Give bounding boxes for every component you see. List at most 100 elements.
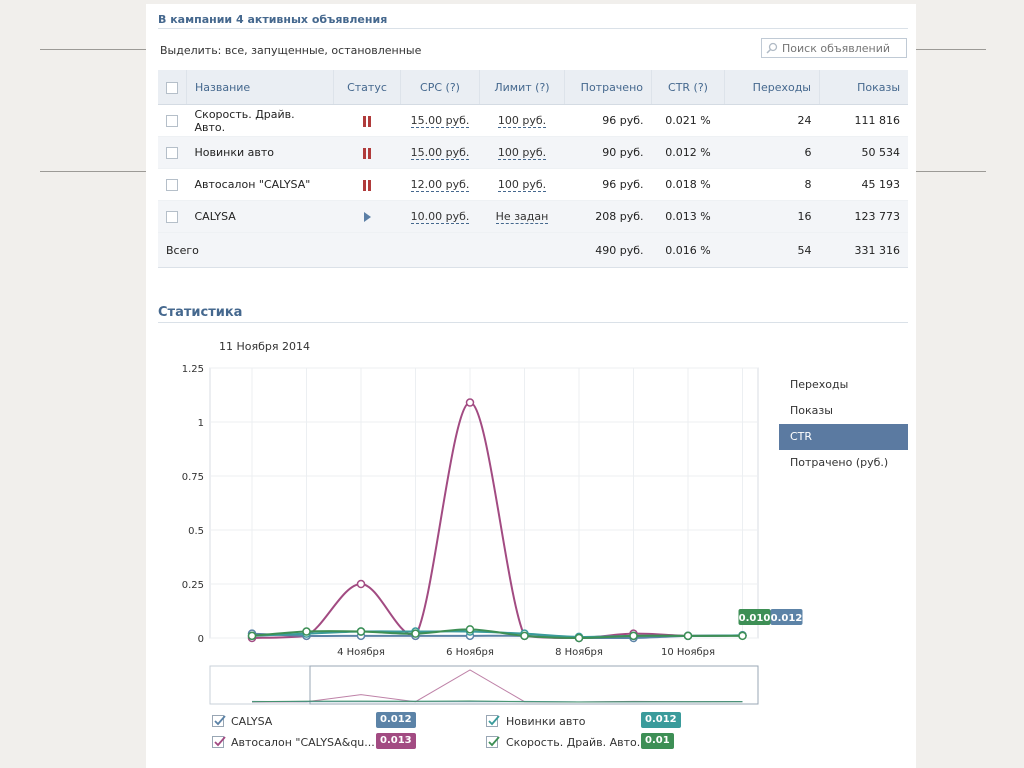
ad-name[interactable]: Автосалон "CALYSA" (186, 168, 334, 201)
divider (158, 28, 908, 29)
plot-frame (209, 367, 759, 639)
table-total-row: Всего 490 руб. 0.016 % 54 331 316 (158, 232, 908, 268)
column-clicks[interactable]: Переходы (724, 70, 820, 105)
tooltip-value: 0.012 (771, 613, 803, 624)
row-checkbox[interactable] (166, 179, 178, 191)
data-point (738, 631, 747, 641)
cpc-value[interactable]: 15.00 руб. (410, 114, 470, 128)
legend-checkbox[interactable] (212, 715, 226, 727)
legend-value-badge: 0.012 (376, 712, 416, 728)
views-value: 111 816 (819, 104, 908, 137)
legend-checkbox[interactable] (486, 715, 500, 727)
x-tick-label: 10 Ноября (661, 647, 715, 658)
metric-clicks[interactable]: Переходы (790, 378, 849, 391)
legend-label: Автосалон "CALYSA&qu... (231, 736, 375, 749)
column-views[interactable]: Показы (819, 70, 908, 105)
data-point (356, 627, 366, 636)
search-input[interactable] (761, 38, 907, 58)
views-value: 123 773 (819, 200, 908, 233)
limit-value[interactable]: 100 руб. (497, 114, 547, 128)
select-all-checkbox[interactable] (166, 81, 178, 94)
stats-title: Статистика (158, 305, 243, 320)
y-tick-label: 0 (198, 634, 204, 645)
ad-name[interactable]: Скорость. Драйв. Авто. (186, 104, 334, 137)
column-name[interactable]: Название (186, 70, 334, 105)
metric-ctr[interactable]: CTR (779, 424, 908, 450)
background-line (40, 171, 146, 172)
check-icon (488, 715, 500, 726)
data-point (574, 633, 584, 643)
row-checkbox[interactable] (166, 147, 178, 159)
total-ctr: 0.016 % (651, 232, 725, 268)
cpc-value[interactable]: 15.00 руб. (410, 146, 470, 160)
limit-value[interactable]: Не задан (495, 210, 549, 224)
clicks-value: 8 (724, 168, 820, 201)
check-icon (214, 715, 226, 726)
row-checkbox[interactable] (166, 115, 178, 127)
navigator-line (251, 700, 743, 703)
column-cpc[interactable]: CPC (?) (400, 70, 480, 105)
data-point (411, 629, 420, 638)
legend-value-badge: 0.01 (641, 733, 674, 749)
tooltip-badge (770, 609, 803, 625)
limit-value[interactable]: 100 руб. (497, 146, 547, 160)
y-tick-label: 0.25 (182, 580, 204, 591)
series-line (251, 401, 743, 640)
table-row: Скорость. Драйв. Авто. 15.00 руб. 100 ру… (158, 104, 908, 137)
play-icon[interactable] (363, 212, 371, 222)
data-point (465, 625, 475, 634)
legend-checkbox[interactable] (212, 736, 226, 748)
legend-checkbox[interactable] (486, 736, 500, 748)
views-value: 50 534 (819, 136, 908, 169)
column-limit[interactable]: Лимит (?) (479, 70, 565, 105)
column-spent[interactable]: Потрачено (564, 70, 652, 105)
ctr-line-chart[interactable]: 0 0.25 0.5 0.75 1 1.25 4 Ноября 6 Ноября 8 Ноябр… (146, 4, 916, 768)
ad-name[interactable]: Новинки авто (186, 136, 334, 169)
clicks-value: 16 (724, 200, 820, 233)
table-row: Новинки авто 15.00 руб. 100 руб. 90 руб.… (158, 136, 908, 169)
data-point (465, 398, 475, 407)
legend-value-badge: 0.013 (376, 733, 416, 749)
ad-name[interactable]: CALYSA (186, 200, 334, 233)
spent-value: 208 руб. (564, 200, 652, 233)
pause-icon[interactable] (363, 115, 371, 127)
column-ctr[interactable]: CTR (?) (651, 70, 725, 105)
legend-value-badge: 0.012 (641, 712, 681, 728)
tooltip-badge (738, 609, 771, 625)
data-point (302, 627, 311, 636)
metric-spent[interactable]: Потрачено (руб.) (790, 456, 889, 469)
x-tick-label: 8 Ноября (555, 647, 603, 658)
total-clicks: 54 (724, 232, 820, 268)
chart-date-label: 11 Ноября 2014 (219, 340, 310, 353)
y-tick-label: 1 (198, 418, 204, 429)
pause-icon[interactable] (363, 179, 371, 191)
legend-label: Новинки авто (506, 715, 586, 728)
navigator-range (309, 665, 759, 705)
divider (158, 322, 908, 323)
total-spent: 490 руб. (564, 232, 652, 268)
cpc-value[interactable]: 10.00 руб. (410, 210, 470, 224)
ads-table: Название Статус CPC (?) Лимит (?) Потрач… (158, 70, 908, 268)
selection-filter[interactable]: Выделить: все, запущенные, остановленные (160, 44, 422, 57)
data-point (520, 631, 529, 641)
background-line (916, 171, 986, 172)
table-header: Название Статус CPC (?) Лимит (?) Потрач… (158, 70, 908, 105)
limit-value[interactable]: 100 руб. (497, 178, 547, 192)
check-icon (214, 736, 226, 747)
campaign-title: В кампании 4 активных объявления (158, 13, 388, 26)
ctr-value: 0.021 % (651, 104, 725, 137)
tooltip-value: 0.010 (739, 613, 771, 624)
ctr-value: 0.012 % (651, 136, 725, 169)
row-checkbox[interactable] (166, 211, 178, 223)
column-status[interactable]: Статус (333, 70, 401, 105)
series-line (251, 632, 743, 639)
total-label: Всего (158, 232, 334, 268)
metric-views[interactable]: Показы (790, 404, 833, 417)
clicks-value: 24 (724, 104, 820, 137)
data-point (247, 631, 257, 641)
background-line (40, 49, 146, 50)
pause-icon[interactable] (363, 147, 371, 159)
legend-label: CALYSA (231, 715, 273, 728)
cpc-value[interactable]: 12.00 руб. (410, 178, 470, 192)
navigator-frame (209, 665, 759, 705)
